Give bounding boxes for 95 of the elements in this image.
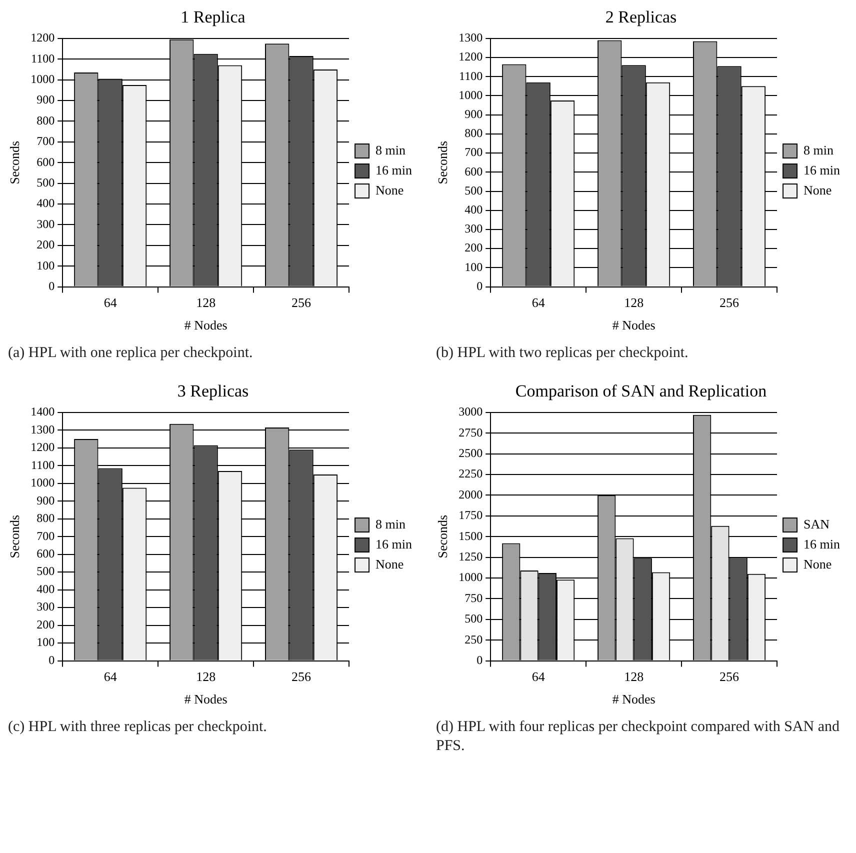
x-tick-label: 64 <box>532 295 546 310</box>
legend-label: SAN <box>804 516 830 531</box>
y-axis-title: Seconds <box>435 140 450 184</box>
x-tick-label: 128 <box>624 668 644 684</box>
y-tick-label: 100 <box>36 634 55 649</box>
y-tick-label: 0 <box>476 652 483 666</box>
y-tick-label: 300 <box>464 222 483 236</box>
x-tick-label: 256 <box>292 668 312 684</box>
x-tick-label: 128 <box>624 295 644 310</box>
y-tick-label: 700 <box>464 145 483 160</box>
y-tick-label: 1500 <box>458 528 483 542</box>
x-tick-label: 64 <box>104 668 118 684</box>
y-tick-label: 100 <box>36 258 55 272</box>
legend-label: 16 min <box>376 536 412 551</box>
y-tick-label: 600 <box>36 154 55 169</box>
legend-label: 16 min <box>804 536 840 551</box>
x-axis-title: # Nodes <box>184 318 228 333</box>
x-tick-label: 256 <box>720 295 740 310</box>
text: (b) HPL with two replicas per checkpoint. <box>435 344 690 363</box>
y-tick-label: 1300 <box>458 30 483 45</box>
y-tick-label: 1250 <box>458 548 483 563</box>
y-tick-label: 200 <box>36 238 55 252</box>
legend-label: 16 min <box>804 162 840 178</box>
text: (d) HPL with four replicas per checkpoint compared with SAN and PFS. <box>435 718 840 756</box>
y-tick-label: 100 <box>464 260 483 274</box>
chart-title: Comparison of SAN and Replication <box>515 381 768 400</box>
y-tick-label: 200 <box>36 616 55 631</box>
y-tick-label: 400 <box>36 196 55 210</box>
x-axis-title: # Nodes <box>612 691 656 706</box>
y-tick-label: 0 <box>48 278 55 293</box>
y-tick-label: 0 <box>476 278 483 293</box>
y-tick-label: 900 <box>36 92 55 107</box>
y-tick-label: 1200 <box>30 30 55 45</box>
y-axis-title: Seconds <box>435 514 450 558</box>
y-tick-label: 700 <box>36 528 55 542</box>
x-tick-label: 128 <box>196 295 216 310</box>
y-tick-label: 1300 <box>30 422 55 436</box>
y-tick-label: 800 <box>464 126 483 140</box>
y-tick-label: 1200 <box>30 440 55 454</box>
y-tick-label: 500 <box>464 611 483 626</box>
y-tick-label: 1200 <box>458 50 483 64</box>
x-tick-label: 256 <box>720 668 740 684</box>
y-tick-label: 3000 <box>458 404 483 418</box>
y-tick-label: 600 <box>36 546 55 560</box>
x-tick-label: 64 <box>104 295 118 310</box>
y-tick-label: 500 <box>464 183 483 198</box>
y-tick-label: 600 <box>464 164 483 178</box>
y-axis-title: Seconds <box>7 514 22 558</box>
y-tick-label: 2000 <box>458 486 483 501</box>
y-tick-label: 1000 <box>30 475 55 490</box>
y-tick-label: 1100 <box>31 457 55 472</box>
y-tick-label: 800 <box>36 510 55 525</box>
y-tick-label: 900 <box>464 106 483 121</box>
y-tick-label: 2750 <box>458 424 483 439</box>
legend-label: None <box>804 182 832 198</box>
y-tick-label: 1000 <box>458 88 483 102</box>
chart-title: 2 Replicas <box>605 8 677 27</box>
legend-label: 8 min <box>804 142 834 158</box>
y-tick-label: 800 <box>36 113 55 128</box>
y-axis-title: Seconds <box>7 140 22 184</box>
x-axis-title: # Nodes <box>184 691 228 706</box>
y-tick-label: 250 <box>464 632 483 646</box>
x-tick-label: 256 <box>292 295 312 310</box>
y-tick-label: 700 <box>36 134 55 148</box>
y-tick-label: 1400 <box>30 404 55 418</box>
chart-title: 1 Replica <box>180 8 246 27</box>
x-tick-label: 128 <box>196 668 216 684</box>
x-tick-label: 64 <box>532 668 546 684</box>
y-tick-label: 1750 <box>458 508 483 522</box>
y-tick-label: 400 <box>36 581 55 596</box>
chart-title: 3 Replicas <box>177 381 249 400</box>
legend-label: None <box>376 182 404 198</box>
y-tick-label: 1100 <box>459 68 483 83</box>
y-tick-label: 1100 <box>31 51 55 66</box>
y-tick-label: 200 <box>464 240 483 255</box>
x-axis-title: # Nodes <box>612 318 656 333</box>
text: (a) HPL with one replica per checkpoint. <box>7 344 254 363</box>
legend-label: 8 min <box>376 516 406 531</box>
legend-label: 16 min <box>376 162 412 178</box>
y-tick-label: 2250 <box>458 466 483 480</box>
y-tick-label: 500 <box>36 175 55 190</box>
y-tick-label: 1000 <box>458 570 483 584</box>
y-tick-label: 300 <box>36 599 55 614</box>
legend-label: None <box>376 556 404 571</box>
y-tick-label: 900 <box>36 492 55 507</box>
y-tick-label: 500 <box>36 564 55 578</box>
y-tick-label: 750 <box>464 590 483 604</box>
text: (c) HPL with three replicas per checkpoint. <box>7 718 268 736</box>
y-tick-label: 1000 <box>30 72 55 86</box>
legend-label: 8 min <box>376 142 406 158</box>
legend-label: None <box>804 556 832 571</box>
y-tick-label: 300 <box>36 216 55 231</box>
y-tick-label: 2500 <box>458 445 483 460</box>
y-tick-label: 0 <box>48 652 55 666</box>
y-tick-label: 400 <box>464 202 483 217</box>
